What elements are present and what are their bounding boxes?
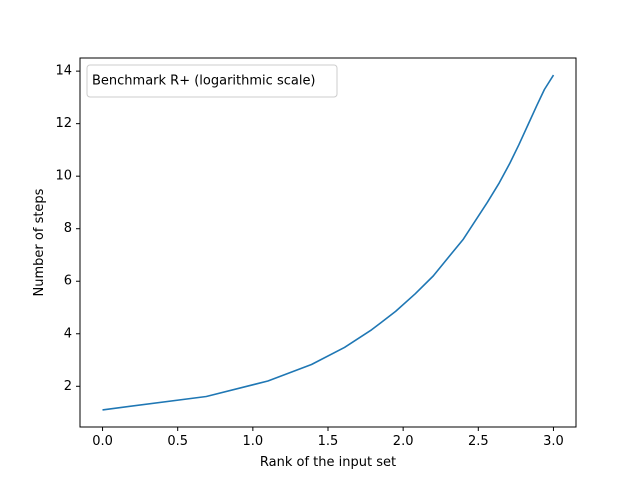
legend-label: Benchmark R+ (logarithmic scale) — [92, 74, 316, 89]
x-tick-label: 0.0 — [92, 434, 113, 449]
x-tick-label: 3.0 — [543, 434, 564, 449]
x-tick-label: 0.5 — [167, 434, 188, 449]
legend-box — [86, 64, 338, 98]
x-tick-label: 2.0 — [393, 434, 414, 449]
y-axis-ticks: 2 4 6 8 10 12 14 — [55, 64, 80, 394]
series-line-0 — [102, 74, 555, 411]
legend: Benchmark R+ (logarithmic scale) — [86, 64, 338, 98]
y-tick-label: 2 — [64, 379, 72, 394]
y-tick-label: 6 — [64, 274, 72, 289]
x-axis-ticks: 0.0 0.5 1.0 1.5 2.0 2.5 3.0 — [92, 427, 564, 449]
x-tick-label: 2.5 — [468, 434, 489, 449]
x-tick-label: 1.5 — [318, 434, 339, 449]
x-axis-label: Rank of the input set — [260, 455, 396, 470]
y-tick-label: 8 — [64, 221, 72, 236]
x-tick-label: 1.0 — [243, 434, 264, 449]
y-tick-label: 10 — [55, 169, 72, 184]
y-tick-label: 14 — [55, 64, 72, 79]
y-tick-label: 4 — [64, 326, 72, 341]
series-layer — [102, 74, 555, 411]
y-tick-label: 12 — [55, 116, 72, 131]
y-axis-label: Number of steps — [32, 188, 47, 296]
